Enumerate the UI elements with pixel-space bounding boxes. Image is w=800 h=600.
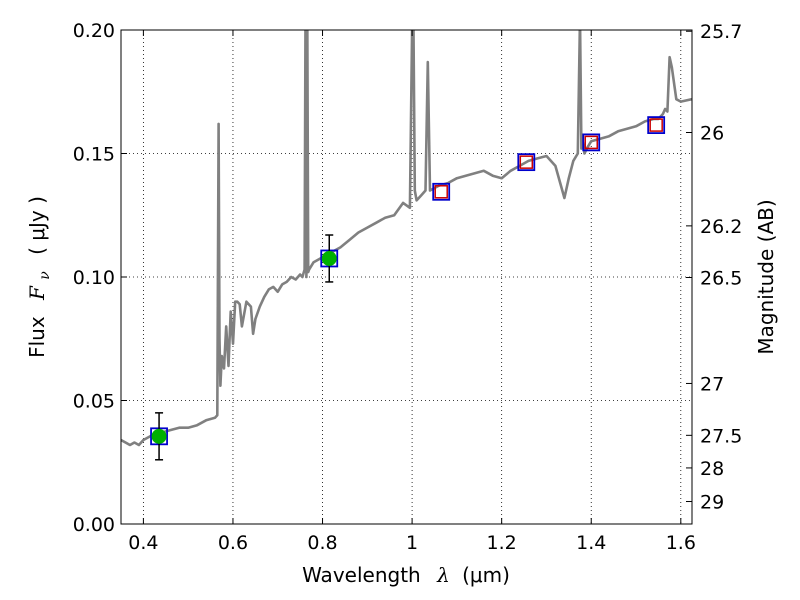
y2-tick-label: 26.5: [700, 267, 742, 289]
y-axis-label-text: Flux: [25, 316, 49, 358]
x-tick-label: 1: [406, 532, 418, 554]
y2-axis-label: Magnitude (AB): [754, 199, 778, 354]
y-tick-label: 0.10: [73, 267, 115, 289]
y-tick-label: 0.15: [73, 144, 115, 166]
spectrum-series: [121, 30, 692, 447]
x-tick-label: 1.2: [487, 532, 517, 554]
y2-tick-label: 28: [700, 458, 724, 480]
observed-photometry-point: [151, 428, 167, 444]
x-axis-label-text: Wavelength: [302, 563, 421, 587]
x-tick-label: 1.4: [576, 532, 606, 554]
y2-tick-label: 29: [700, 492, 724, 514]
fit-photometry-square: [434, 185, 448, 199]
y-axis-label-subscript: ν: [37, 271, 53, 280]
observed-photometry-point: [321, 250, 337, 266]
y-axis-label-symbol: F: [25, 285, 49, 301]
x-axis-label: Wavelength λ (μm): [302, 563, 510, 587]
x-axis-label-unit: (μm): [462, 563, 510, 587]
axis-ticks: 0.4 0.6 0.8 1 1.2 1.4 1.6 0.00 0.05 0.10 0.15 0.20 2…: [73, 20, 743, 554]
y-axis-label: Flux F ν ( μJy ): [25, 196, 54, 358]
series-line-template-spectrum: [121, 30, 692, 447]
fit-photometry-square: [649, 118, 663, 132]
y2-tick-label: 27: [700, 373, 724, 395]
fit-photometry-square: [519, 155, 534, 169]
y-tick-label: 0.00: [73, 514, 115, 536]
model-photometry-square: [432, 182, 451, 201]
x-tick-label: 0.4: [128, 532, 158, 554]
y-axis-label-unit: ( μJy ): [25, 196, 49, 255]
y2-tick-label: 25.7: [700, 21, 742, 43]
model-photometry-square: [647, 116, 666, 134]
x-tick-label: 0.8: [307, 532, 337, 554]
grid-lines: [121, 29, 692, 525]
x-tick-label: 0.6: [218, 532, 248, 554]
y2-tick-label: 26.2: [700, 216, 742, 238]
y-tick-label: 0.20: [73, 20, 115, 42]
model-photometry-square: [517, 153, 536, 172]
plot-frame: [120, 29, 693, 525]
model-photometry-square: [582, 133, 601, 152]
x-tick-label: 1.6: [666, 532, 696, 554]
x-axis-label-symbol: λ: [436, 563, 450, 587]
y2-tick-label: 27.5: [700, 425, 742, 447]
fit-photometry-square: [584, 135, 598, 150]
photometry-markers: [150, 116, 666, 461]
y-tick-label: 0.05: [73, 391, 115, 413]
y2-tick-label: 26: [700, 123, 724, 145]
